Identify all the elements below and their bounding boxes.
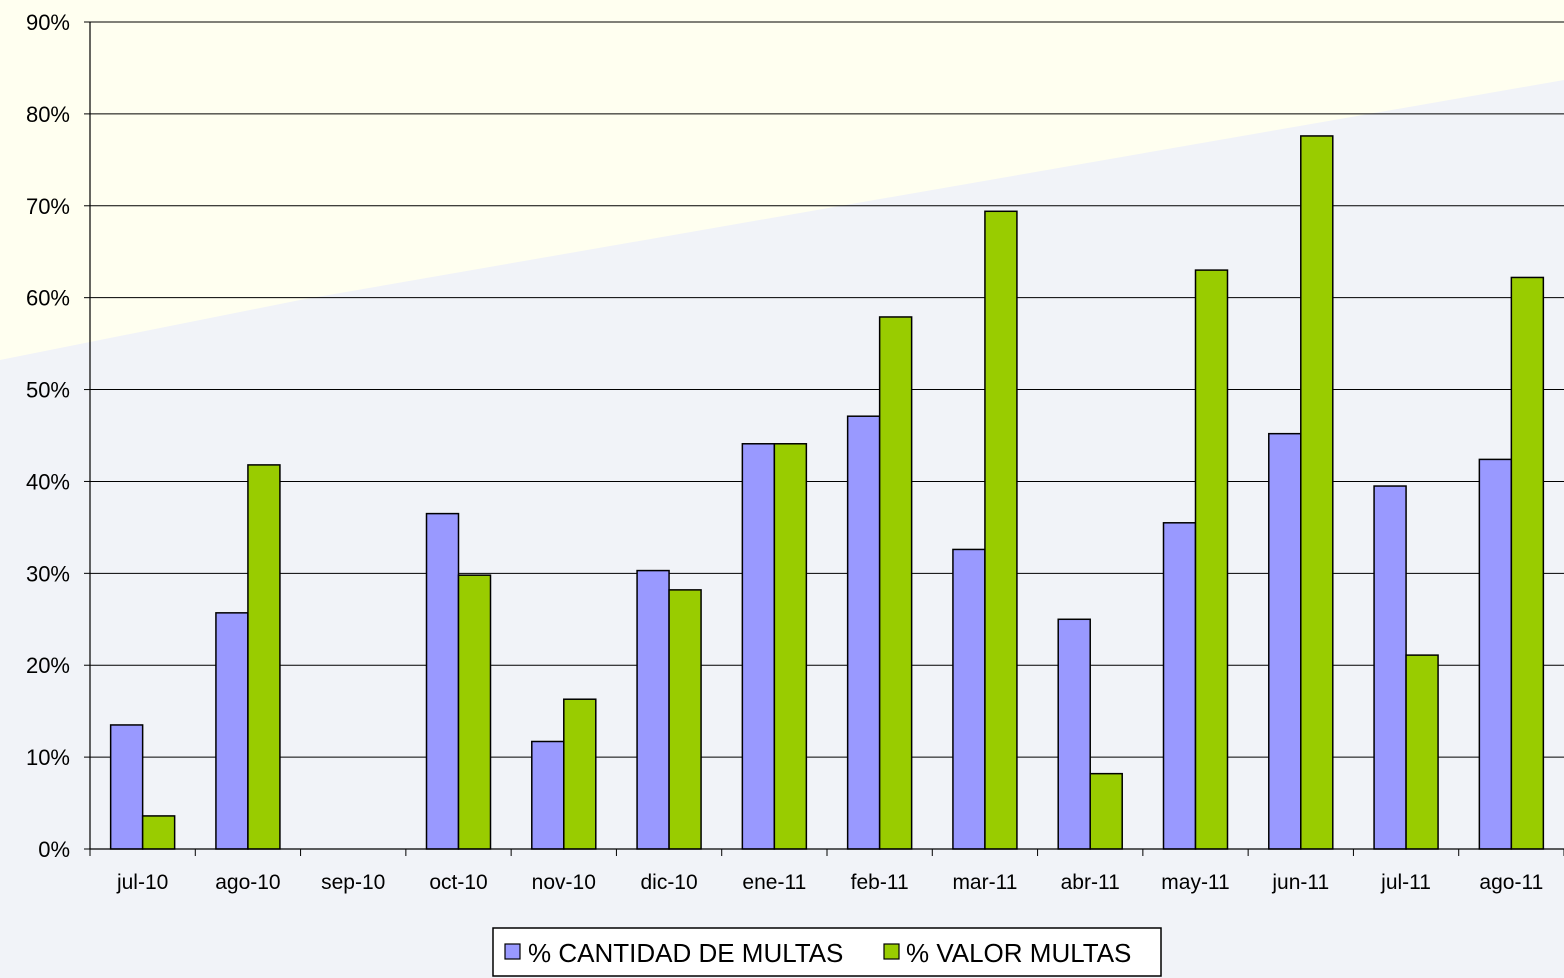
bar-cantidad-dic-10: [636, 569, 670, 850]
y-tick-label: 30%: [26, 561, 70, 586]
legend-swatch-valor: [883, 943, 900, 960]
bar-cantidad-ago-10: [215, 612, 249, 850]
axes: [89, 22, 1564, 856]
x-tick-label: jul-10: [116, 871, 168, 894]
y-tick-label: 60%: [26, 286, 70, 311]
legend-label-cantidad: % CANTIDAD DE MULTAS: [528, 938, 843, 968]
bar-cantidad-feb-11: [846, 415, 881, 850]
x-tick-label: ago-11: [1479, 871, 1543, 894]
bar-valor-jul-10: [141, 815, 176, 850]
x-tick-label: jul-11: [1380, 871, 1431, 894]
bar-valor-ago-11: [1510, 276, 1545, 850]
bar-valor-ago-10: [247, 464, 281, 850]
x-tick-label: feb-11: [851, 871, 909, 894]
bar-cantidad-may-11: [1162, 522, 1197, 850]
bar-valor-may-11: [1194, 269, 1229, 850]
x-tick-label: jun-11: [1271, 871, 1329, 894]
y-tick-label: 20%: [26, 653, 70, 678]
y-tick-label: 50%: [26, 378, 70, 403]
legend-box: [492, 927, 1162, 977]
bar-cantidad-ago-11: [1478, 458, 1513, 850]
bar-cantidad-ene-11: [741, 443, 776, 850]
bar-valor-oct-10: [457, 574, 492, 850]
x-tick-label: abr-11: [1061, 871, 1120, 894]
x-tick-label: dic-10: [640, 871, 697, 894]
y-tick-label: 90%: [26, 10, 70, 35]
bar-valor-mar-11: [984, 210, 1018, 850]
bar-valor-dic-10: [668, 589, 702, 850]
x-tick-label: oct-10: [429, 871, 487, 894]
x-tick-label: nov-10: [532, 871, 596, 894]
y-tick-label: 70%: [26, 194, 70, 219]
y-tick-labels: 0% 10% 20% 30% 40% 50% 60% 70% 80% 90%: [26, 10, 70, 862]
x-tick-labels: jul-10 ago-10 sep-10 oct-10 nov-10 dic-10 ene-…: [116, 871, 1543, 894]
background-yellow-area: [0, 0, 1564, 360]
x-tick-label: ago-10: [215, 871, 280, 894]
y-tick-label: 10%: [26, 745, 70, 770]
x-tick-label: sep-10: [321, 871, 385, 894]
bar-cantidad-jul-10: [109, 724, 144, 850]
y-tick-label: 0%: [38, 837, 70, 862]
legend: % CANTIDAD DE MULTAS % VALOR MULTAS: [492, 927, 1162, 977]
bar-valor-feb-11: [878, 316, 913, 850]
bar-cantidad-oct-10: [425, 512, 460, 850]
bar-valor-nov-10: [563, 698, 597, 850]
bar-cantidad-mar-11: [952, 548, 986, 850]
bar-cantidad-nov-10: [531, 740, 565, 850]
x-tick-label: may-11: [1161, 871, 1229, 894]
legend-swatch-cantidad: [504, 943, 521, 960]
y-tick-label: 40%: [26, 469, 70, 494]
bar-cantidad-jun-11: [1268, 432, 1302, 850]
x-tick-label: ene-11: [742, 871, 806, 894]
legend-label-valor: % VALOR MULTAS: [906, 938, 1131, 968]
y-tick-label: 80%: [26, 102, 70, 127]
bar-valor-jun-11: [1300, 135, 1334, 850]
bars: [109, 135, 1545, 850]
bar-valor-abr-11: [1089, 772, 1123, 850]
bar-cantidad-abr-11: [1057, 618, 1091, 850]
bar-valor-jul-11: [1405, 654, 1439, 850]
bar-cantidad-jul-11: [1373, 485, 1407, 850]
x-tick-label: mar-11: [952, 871, 1017, 894]
bar-valor-ene-11: [773, 443, 808, 850]
